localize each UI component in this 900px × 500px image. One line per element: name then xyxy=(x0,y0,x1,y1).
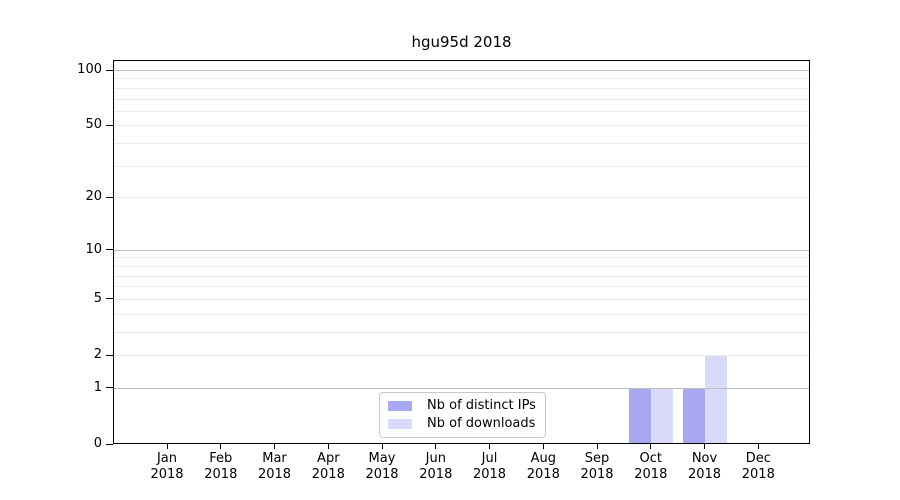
gridline-major xyxy=(113,70,810,71)
legend-swatch-nb-of-distinct-ips xyxy=(388,401,412,411)
gridline-minor xyxy=(113,165,810,167)
y-tick-label: 100 xyxy=(77,62,102,77)
x-tick-label-apr: Apr 2018 xyxy=(296,451,360,482)
gridline-minor xyxy=(113,298,810,300)
gridline-minor xyxy=(113,78,810,80)
x-tick-year: 2018 xyxy=(526,466,560,482)
x-tick-label-dec: Dec 2018 xyxy=(726,451,790,482)
x-tick-month: Dec xyxy=(745,451,771,466)
x-tick-label-aug: Aug 2018 xyxy=(511,451,575,482)
x-tick-label-feb: Feb 2018 xyxy=(189,451,253,482)
legend: Nb of distinct IPs Nb of downloads xyxy=(379,392,546,438)
y-tick-mark xyxy=(106,69,113,71)
x-tick-month: May xyxy=(368,451,396,466)
x-tick-label-may: May 2018 xyxy=(350,451,414,482)
y-tick-label: 10 xyxy=(85,241,102,257)
x-tick-label-nov: Nov 2018 xyxy=(673,451,737,482)
x-tick-month: Oct xyxy=(639,451,663,466)
x-tick-mark xyxy=(757,444,759,449)
y-tick-label: 1 xyxy=(93,379,102,395)
y-tick-label: 0 xyxy=(93,436,102,451)
bar-nb-of-downloads-nov xyxy=(704,355,727,444)
x-tick-year: 2018 xyxy=(419,466,453,482)
x-tick-year: 2018 xyxy=(311,466,345,482)
x-tick-year: 2018 xyxy=(365,466,399,482)
x-tick-mark xyxy=(542,444,544,449)
x-tick-year: 2018 xyxy=(257,466,292,482)
x-tick-month: Jun xyxy=(425,451,446,466)
x-tick-year: 2018 xyxy=(204,466,238,482)
chart-title: hgu95d 2018 xyxy=(411,33,512,51)
x-tick-label-sep: Sep 2018 xyxy=(565,451,629,482)
y-tick-mark xyxy=(106,196,113,198)
x-tick-mark xyxy=(704,444,706,449)
x-tick-label-jan: Jan 2018 xyxy=(135,451,199,482)
x-tick-label-mar: Mar 2018 xyxy=(243,451,307,482)
x-tick-mark xyxy=(435,444,437,449)
y-tick-mark xyxy=(106,387,113,389)
x-tick-mark xyxy=(166,444,168,449)
legend-item-nb-of-distinct-ips: Nb of distinct IPs xyxy=(388,398,537,414)
y-tick-label: 50 xyxy=(85,117,102,133)
y-tick-label: 2 xyxy=(93,347,102,362)
gridline-minor xyxy=(113,257,810,259)
x-tick-month: Jul xyxy=(481,451,498,466)
gridline-minor xyxy=(113,286,810,288)
legend-swatch-nb-of-downloads xyxy=(388,419,412,429)
plot-area xyxy=(113,60,810,444)
y-tick-label: 20 xyxy=(85,189,102,205)
bar-nb-of-distinct-ips-nov xyxy=(682,387,705,444)
x-tick-mark xyxy=(220,444,222,449)
gridline-minor xyxy=(113,265,810,267)
gridline-major xyxy=(113,387,810,389)
x-tick-year: 2018 xyxy=(472,466,507,482)
x-tick-mark xyxy=(327,444,329,449)
gridline-minor xyxy=(113,313,810,315)
gridline-minor xyxy=(113,331,810,333)
gridline-minor xyxy=(113,197,810,199)
x-tick-year: 2018 xyxy=(741,466,775,482)
gridline-minor xyxy=(113,355,810,356)
x-tick-mark xyxy=(274,444,276,449)
x-tick-month: Feb xyxy=(209,451,233,466)
x-tick-month: Nov xyxy=(691,451,718,466)
legend-label-nb-of-distinct-ips: Nb of distinct IPs xyxy=(427,398,536,413)
x-tick-year: 2018 xyxy=(687,466,722,482)
x-tick-month: Apr xyxy=(317,451,340,466)
bar-nb-of-downloads-oct xyxy=(650,387,673,444)
gridline-minor xyxy=(113,110,810,112)
x-tick-month: Aug xyxy=(530,451,556,466)
gridline-minor xyxy=(113,275,810,277)
x-tick-month: Sep xyxy=(584,451,610,466)
y-tick-mark xyxy=(106,298,113,300)
x-tick-label-jul: Jul 2018 xyxy=(458,451,522,482)
x-tick-year: 2018 xyxy=(150,466,184,482)
legend-label-nb-of-downloads: Nb of downloads xyxy=(427,416,536,431)
x-tick-month: Mar xyxy=(262,451,287,466)
x-tick-label-oct: Oct 2018 xyxy=(619,451,683,482)
gridline-minor xyxy=(113,98,810,100)
y-tick-mark xyxy=(106,124,113,127)
x-tick-label-jun: Jun 2018 xyxy=(404,451,468,482)
y-tick-label: 5 xyxy=(93,290,102,306)
x-tick-mark xyxy=(650,444,652,449)
legend-item-nb-of-downloads: Nb of downloads xyxy=(388,416,537,432)
x-tick-mark xyxy=(596,444,598,449)
y-tick-mark xyxy=(106,443,113,445)
bar-nb-of-distinct-ips-oct xyxy=(628,387,651,444)
gridline-major xyxy=(113,249,810,251)
y-tick-mark xyxy=(106,249,113,251)
x-tick-month: Jan xyxy=(156,451,178,466)
gridline-minor xyxy=(113,125,810,127)
y-tick-mark xyxy=(106,354,113,356)
x-tick-year: 2018 xyxy=(580,466,614,482)
x-tick-mark xyxy=(489,444,491,449)
gridline-minor xyxy=(113,143,810,145)
x-tick-mark xyxy=(381,444,383,449)
gridline-minor xyxy=(113,87,810,89)
x-tick-year: 2018 xyxy=(634,466,668,482)
